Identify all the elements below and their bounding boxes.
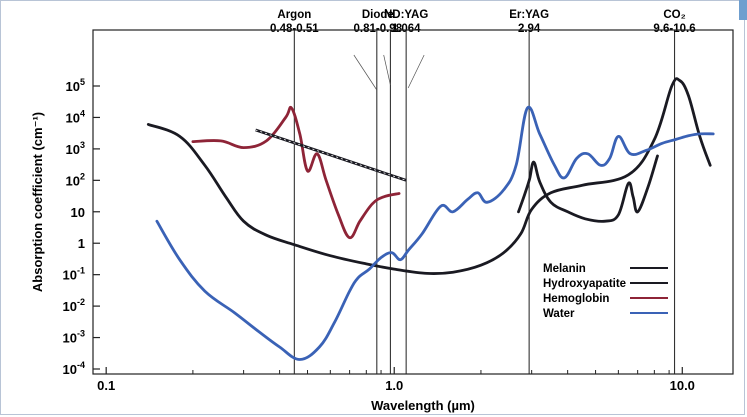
laser-lines-layer: Argon 0.48-0.51 Diode 0.81-0.98 ND:YAG 1.064 E… (270, 9, 696, 374)
x-tick-label: 1.0 (385, 378, 403, 393)
laser-range-label: 1.064 (392, 23, 421, 35)
y-tick-label: 10-2 (63, 297, 85, 314)
series-line-melanin (146, 77, 712, 276)
laser-guide-line (383, 54, 391, 86)
x-tick-label: 0.1 (97, 378, 115, 393)
y-tick-label: 104 (66, 108, 85, 125)
legend: Melanin Hydroxyapatite Hemoglobin Water (543, 263, 668, 320)
laser-name-label: CO₂ (663, 9, 685, 21)
laser-name-label: Argon (277, 9, 311, 21)
laser-name-label: ND:YAG (384, 9, 428, 21)
y-tick-label: 10-3 (63, 329, 85, 346)
axes-layer: 0.1 1.0 10.0 10-4 10-3 10-2 10-1 1 10 102 103 104 10… (63, 29, 734, 393)
laser-range-label: 2.94 (518, 23, 541, 35)
series-layer (146, 77, 715, 361)
laser-range-label: 9.6-10.6 (653, 23, 695, 35)
corner-accent (739, 0, 747, 20)
y-axis-title: Absorption coefficient (cm⁻¹) (30, 112, 45, 292)
y-tick-label: 10-1 (63, 266, 85, 283)
series-line-hydroxyapatite (517, 154, 659, 223)
y-tick-label: 103 (66, 140, 85, 157)
series-line-hemoglobin (191, 105, 401, 240)
laser-guide-line (353, 54, 378, 91)
series-line-water (155, 105, 715, 361)
y-tick-label: 105 (66, 77, 85, 94)
laser-range-label: 0.48-0.51 (270, 23, 319, 35)
y-tick-label: 1 (78, 236, 85, 251)
legend-label: Water (543, 308, 575, 320)
y-tick-label: 10-4 (63, 360, 85, 377)
y-tick-label: 102 (66, 171, 85, 188)
plot-area-border (92, 29, 734, 375)
legend-label: Melanin (543, 263, 586, 275)
legend-label: Hemoglobin (543, 293, 609, 305)
x-tick-label: 10.0 (670, 378, 695, 393)
legend-label: Hydroxyapatite (543, 278, 626, 290)
laser-name-label: Er:YAG (509, 9, 549, 21)
laser-range-label: 0.81-0.98 (354, 23, 403, 35)
x-axis-title: Wavelength (µm) (371, 398, 475, 413)
laser-guide-line (407, 54, 425, 89)
laser-name-label: Diode (362, 9, 394, 21)
hydroxyapatite-segment-highlight (255, 129, 407, 181)
y-tick-label: 10 (71, 205, 85, 220)
